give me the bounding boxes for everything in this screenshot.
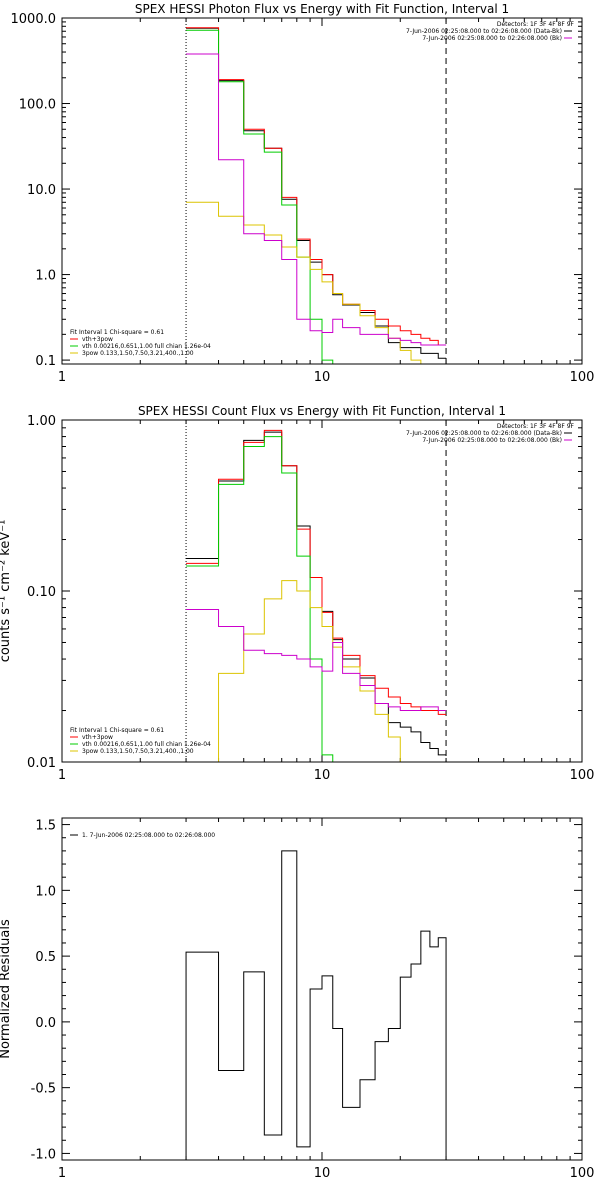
- legend-entry: vth+3pow: [82, 734, 113, 741]
- series-bk: [186, 53, 447, 346]
- chart-3: Normalized Residuals 1 10 100 1.5 1.0 0.5 0.0 -0…: [0, 817, 595, 1181]
- y-axis-label: counts s⁻¹ cm⁻² keV⁻¹: [0, 520, 13, 663]
- series-vth: [186, 436, 334, 762]
- series-vth: [186, 29, 334, 364]
- y-tick-label: 1.5: [35, 819, 56, 834]
- plot-frame: [61, 419, 583, 763]
- chart-title: SPEX HESSI Photon Flux vs Energy with Fi…: [135, 2, 509, 16]
- header-line: Detectors: 1F 3F 4F 8F 9F: [497, 423, 575, 430]
- y-tick-label: 10.0: [27, 183, 56, 198]
- series-residuals: [185, 850, 447, 1160]
- chart-1: SPEX HESSI Photon Flux vs Energy with Fi…: [11, 2, 595, 385]
- legend-entry: 3pow 0.133,1.50,7.50,3.21,400.,1.00: [82, 748, 194, 755]
- y-tick-label: 0.1: [35, 354, 56, 369]
- x-tick-label: 100: [570, 768, 595, 783]
- series-data: [186, 431, 447, 756]
- series-bk: [186, 608, 447, 712]
- series-vth+3pow: [186, 429, 447, 715]
- y-tick-label: 100.0: [19, 98, 56, 113]
- y-tick-label: 0.01: [27, 756, 56, 771]
- header-line: 7-Jun-2006 02:25:08.000 to 02:26:08.000 …: [422, 437, 562, 444]
- y-tick-label: 1.0: [35, 269, 56, 284]
- chart-title: SPEX HESSI Count Flux vs Energy with Fit…: [138, 404, 506, 418]
- legend-entry: vth+3pow: [82, 336, 113, 343]
- y-tick-label: -0.5: [31, 1082, 56, 1097]
- legend-entry: vth 0.00216,0.651,1.00 full chian 1.26e-…: [82, 343, 211, 350]
- legend-entry: Fit Interval 1 Chi-square = 0.61: [70, 727, 164, 734]
- y-tick-label: -1.0: [31, 1147, 56, 1162]
- header-line: 7-Jun-2006 02:25:08.000 to 02:26:08.000 …: [406, 430, 562, 437]
- x-tick-label: 1: [58, 370, 66, 385]
- plot-frame: [61, 817, 583, 1161]
- series-3pow: [186, 201, 422, 364]
- y-tick-label: 1000.0: [11, 12, 57, 27]
- y-tick-label: 1.0: [35, 884, 56, 899]
- legend-entry: Fit Interval 1 Chi-square = 0.61: [70, 329, 164, 336]
- plot-frame: [61, 17, 583, 365]
- x-tick-label: 10: [314, 1166, 331, 1181]
- header-line: Detectors: 1F 3F 4F 8F 9F: [497, 21, 575, 28]
- legend-entry: 1. 7-Jun-2006 02:25:08.000 to 02:26:08.0…: [82, 832, 215, 839]
- header-line: 7-Jun-2006 02:25:08.000 to 02:26:08.000 …: [406, 28, 562, 35]
- header-line: 7-Jun-2006 02:25:08.000 to 02:26:08.000 …: [422, 35, 562, 42]
- legend-entry: 3pow 0.133,1.50,7.50,3.21,400.,1.00: [82, 350, 194, 357]
- legend-entry: vth 0.00216,0.651,1.00 full chian 1.26e-…: [82, 741, 211, 748]
- x-tick-label: 10: [314, 768, 331, 783]
- y-tick-label: 0.10: [27, 585, 56, 600]
- y-tick-label: 1.00: [27, 414, 56, 429]
- chart-2: SPEX HESSI Count Flux vs Energy with Fit…: [0, 404, 595, 783]
- series-vth+3pow: [186, 27, 447, 346]
- x-tick-label: 100: [570, 370, 595, 385]
- series-data: [186, 27, 447, 359]
- x-tick-label: 1: [58, 768, 66, 783]
- x-tick-label: 100: [570, 1166, 595, 1181]
- y-tick-label: 0.0: [35, 1016, 56, 1031]
- x-tick-label: 1: [58, 1166, 66, 1181]
- y-tick-label: 0.5: [35, 950, 56, 965]
- x-tick-label: 10: [314, 370, 331, 385]
- y-axis-label: Normalized Residuals: [0, 919, 13, 1059]
